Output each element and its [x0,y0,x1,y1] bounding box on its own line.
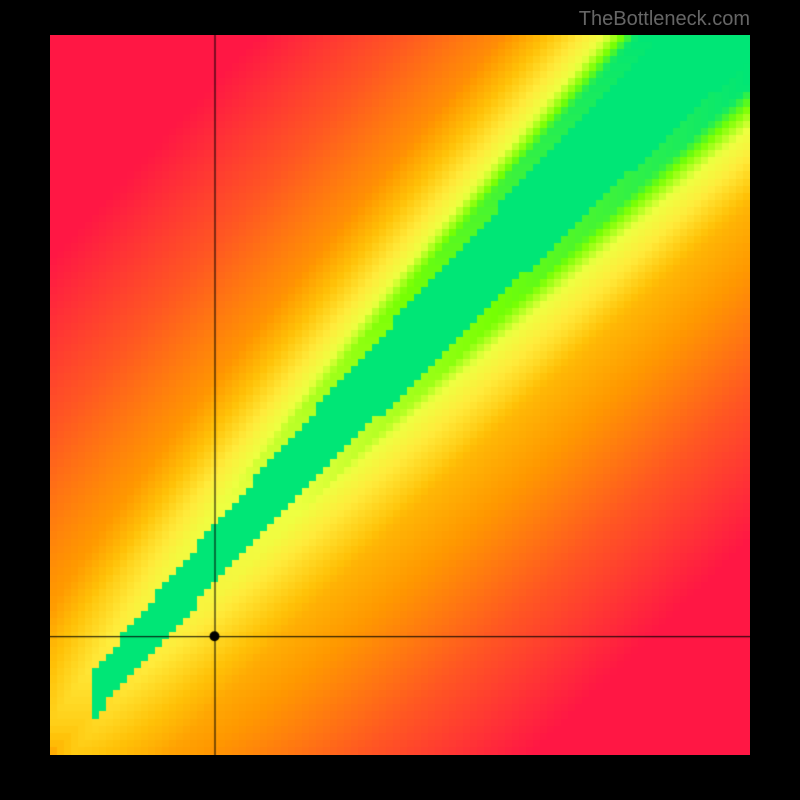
watermark-text: TheBottleneck.com [579,8,750,31]
heatmap-canvas [50,35,750,755]
heatmap-plot-area [50,35,750,755]
